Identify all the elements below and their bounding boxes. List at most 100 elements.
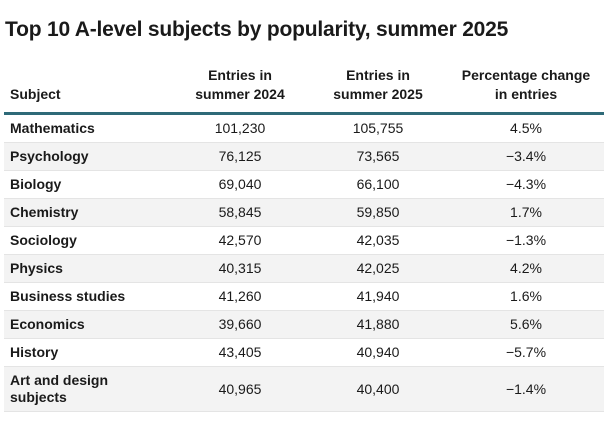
cell-text: 40,940 [356,344,400,360]
subject-cell: Physics [4,254,172,283]
value-cell: 59,850 [308,198,448,227]
cell-text: 4.5% [510,120,542,136]
cell-text: 40,965 [218,380,262,397]
cell-text: 5.6% [510,316,542,332]
table-row: Business studies 41,260 41,940 1.6% [4,282,604,311]
value-cell: 105,755 [308,113,448,143]
cell-text: 101,230 [214,120,266,136]
table-row: History 43,405 40,940 −5.7% [4,338,604,367]
cell-text: Psychology [10,148,89,164]
cell-text: −4.3% [505,176,547,192]
cell-text: Chemistry [10,204,79,220]
value-cell: 73,565 [308,142,448,171]
table-body: Mathematics 101,230 105,755 4.5% Psychology 7… [4,113,604,412]
cell-text: 73,565 [356,148,400,164]
cell-text: Physics [10,260,63,276]
value-cell: 1.7% [448,198,604,227]
value-cell: 42,025 [308,254,448,283]
column-header: Entries in summer 2024 [172,66,308,115]
subject-cell: Economics [4,310,172,339]
value-cell: 69,040 [172,170,308,199]
cell-text: −1.4% [505,380,547,397]
table-header: Subject Entries in summer 2024 Entries in … [4,66,604,115]
value-cell: −1.3% [448,226,604,255]
subject-cell: History [4,338,172,367]
subject-cell: Sociology [4,226,172,255]
subject-cell: Art and design subjects [4,366,172,412]
cell-text: 59,850 [356,204,400,220]
cell-text: Sociology [10,232,77,248]
table-row: Biology 69,040 66,100 −4.3% [4,170,604,199]
cell-text: Biology [10,176,62,192]
data-table: Subject Entries in summer 2024 Entries in … [4,66,604,412]
subject-cell: Psychology [4,142,172,171]
subject-cell: Business studies [4,282,172,311]
cell-text: 76,125 [218,148,262,164]
subject-cell: Biology [4,170,172,199]
value-cell: −4.3% [448,170,604,199]
column-header: Entries in summer 2025 [308,66,448,115]
table-row: Physics 40,315 42,025 4.2% [4,254,604,283]
value-cell: −1.4% [448,366,604,412]
value-cell: 58,845 [172,198,308,227]
table-row: Art and design subjects 40,965 40,400 −1.4% [4,366,604,412]
header-text: Percentage change in entries [461,67,591,102]
cell-text: Business studies [10,288,126,304]
value-cell: 42,570 [172,226,308,255]
value-cell: 4.5% [448,113,604,143]
header-text: Subject [10,86,61,102]
value-cell: 43,405 [172,338,308,367]
value-cell: 76,125 [172,142,308,171]
subject-cell: Mathematics [4,113,172,143]
cell-text: History [10,344,59,360]
cell-text: 69,040 [218,176,262,192]
cell-text: 41,880 [356,316,400,332]
cell-text: 40,400 [356,380,400,397]
table-row: Mathematics 101,230 105,755 4.5% [4,113,604,143]
title: Top 10 A-level subjects by popularity, s… [5,18,509,41]
table-row: Economics 39,660 41,880 5.6% [4,310,604,339]
value-cell: 101,230 [172,113,308,143]
value-cell: −3.4% [448,142,604,171]
column-header: Subject [4,66,172,115]
cell-text: −5.7% [505,344,547,360]
table-row: Sociology 42,570 42,035 −1.3% [4,226,604,255]
cell-text: Art and design subjects [10,372,109,405]
table-row: Psychology 76,125 73,565 −3.4% [4,142,604,171]
value-cell: 66,100 [308,170,448,199]
subject-cell: Chemistry [4,198,172,227]
cell-text: 41,260 [218,288,262,304]
cell-text: 43,405 [218,344,262,360]
value-cell: 41,880 [308,310,448,339]
cell-text: 1.6% [510,288,542,304]
value-cell: 5.6% [448,310,604,339]
cell-text: −1.3% [505,232,547,248]
value-cell: 39,660 [172,310,308,339]
value-cell: 4.2% [448,254,604,283]
value-cell: 1.6% [448,282,604,311]
cell-text: 41,940 [356,288,400,304]
table-row: Chemistry 58,845 59,850 1.7% [4,198,604,227]
value-cell: 40,940 [308,338,448,367]
cell-text: 1.7% [510,204,542,220]
cell-text: Economics [10,316,85,332]
value-cell: 40,315 [172,254,308,283]
value-cell: 41,940 [308,282,448,311]
header-text: Entries in summer 2024 [195,67,285,102]
value-cell: 41,260 [172,282,308,311]
cell-text: Mathematics [10,120,95,136]
value-cell: −5.7% [448,338,604,367]
cell-text: 4.2% [510,260,542,276]
cell-text: 40,315 [218,260,262,276]
column-header: Percentage change in entries [448,66,604,115]
cell-text: 66,100 [356,176,400,192]
cell-text: 105,755 [352,120,404,136]
cell-text: 42,570 [218,232,262,248]
cell-text: 39,660 [218,316,262,332]
header-row: Subject Entries in summer 2024 Entries in … [4,66,604,115]
header-text: Entries in summer 2025 [333,67,423,102]
cell-text: 42,035 [356,232,400,248]
value-cell: 42,035 [308,226,448,255]
cell-text: −3.4% [505,148,547,164]
